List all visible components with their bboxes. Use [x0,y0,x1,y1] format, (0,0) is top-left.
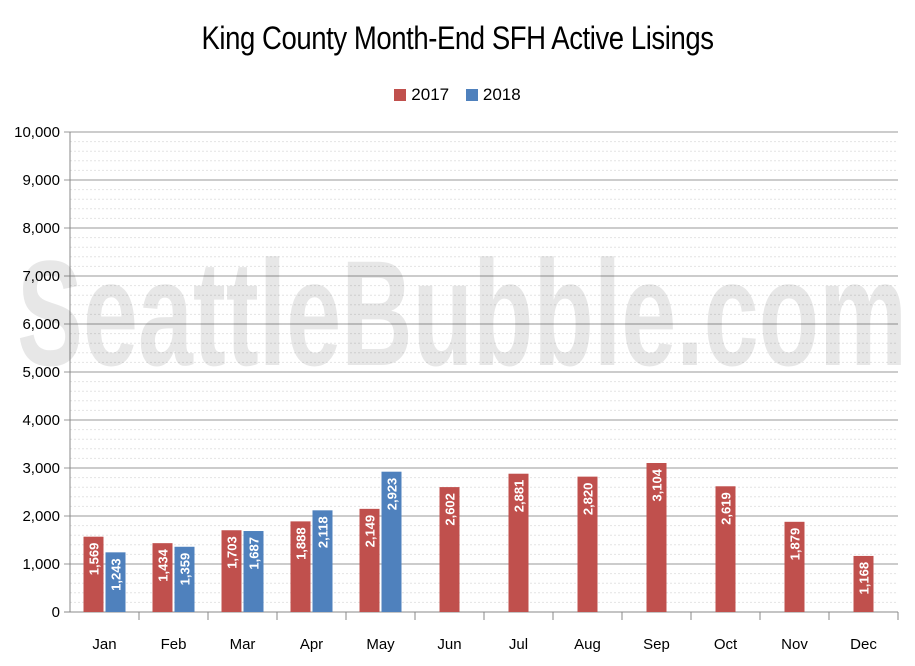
bar-2018 [243,531,264,612]
x-tick-label: Jun [437,636,461,653]
bar-value-label: 1,703 [225,536,240,569]
y-tick-label: 9,000 [22,172,60,189]
bar-2018 [381,471,402,612]
bar-2017 [508,473,529,612]
x-tick-label: Feb [161,636,187,653]
bar-value-label: 1,879 [788,528,803,561]
bar-2017 [646,463,667,612]
bar-2017 [577,476,598,612]
bar-value-label: 1,434 [156,548,171,581]
y-tick-label: 2,000 [22,508,60,525]
legend-label-2017: 2017 [411,85,450,104]
legend-swatch-2017 [394,89,407,101]
bar-value-label: 2,149 [363,515,378,548]
chart-title: King County Month-End SFH Active Lisings [201,20,714,56]
bar-2018 [105,552,126,612]
bar-value-label: 1,168 [857,562,872,595]
x-tick-label: Aug [574,636,601,653]
legend-item-2018: 2018 [465,85,521,105]
x-tick-label: Sep [643,636,670,653]
bar-value-label: 1,569 [87,543,102,576]
y-tick-label: 10,000 [14,124,60,141]
bar-value-label: 2,118 [316,516,331,548]
bar-2017 [359,508,380,612]
x-tick-label: Dec [850,636,877,653]
bar-2017 [439,487,460,612]
y-tick-label: 3,000 [22,460,60,477]
y-tick-label: 5,000 [22,364,60,381]
bar-2017 [83,536,104,612]
bar-value-label: 1,888 [294,527,309,560]
bar-2017 [221,530,242,612]
bar-2017 [853,555,874,612]
chart-legend: 2017 2018 [0,85,915,106]
bar-2017 [152,543,173,612]
x-tick-label: Oct [714,636,738,653]
bar-value-label: 1,359 [178,553,193,586]
bar-value-label: 2,923 [385,478,400,511]
legend-label-2018: 2018 [482,85,521,104]
bar-value-label: 2,881 [512,480,527,513]
bar-2017 [784,521,805,612]
bar-value-label: 2,602 [443,493,458,526]
x-tick-label: Apr [300,636,323,653]
y-tick-label: 4,000 [22,412,60,429]
bar-value-label: 3,104 [650,468,665,501]
legend-swatch-2018 [465,89,478,101]
watermark-text: SeattleBubble.com [17,229,907,397]
x-tick-label: Mar [230,636,256,653]
bar-value-label: 1,687 [247,537,262,570]
bar-value-label: 1,243 [109,558,124,591]
bar-2017 [715,486,736,612]
y-tick-label: 0 [52,604,60,621]
x-tick-label: Jul [509,636,528,653]
bar-value-label: 2,619 [719,492,734,525]
bar-2018 [174,546,195,612]
x-tick-label: Jan [92,636,116,653]
x-tick-label: May [366,636,395,653]
y-tick-label: 7,000 [22,268,60,285]
y-tick-label: 6,000 [22,316,60,333]
bar-value-label: 2,820 [581,483,596,516]
x-tick-label: Nov [781,636,808,653]
bar-2018 [312,510,333,612]
legend-item-2017: 2017 [394,85,449,105]
y-tick-label: 1,000 [22,556,60,573]
bar-2017 [290,521,311,612]
y-tick-label: 8,000 [22,220,60,237]
